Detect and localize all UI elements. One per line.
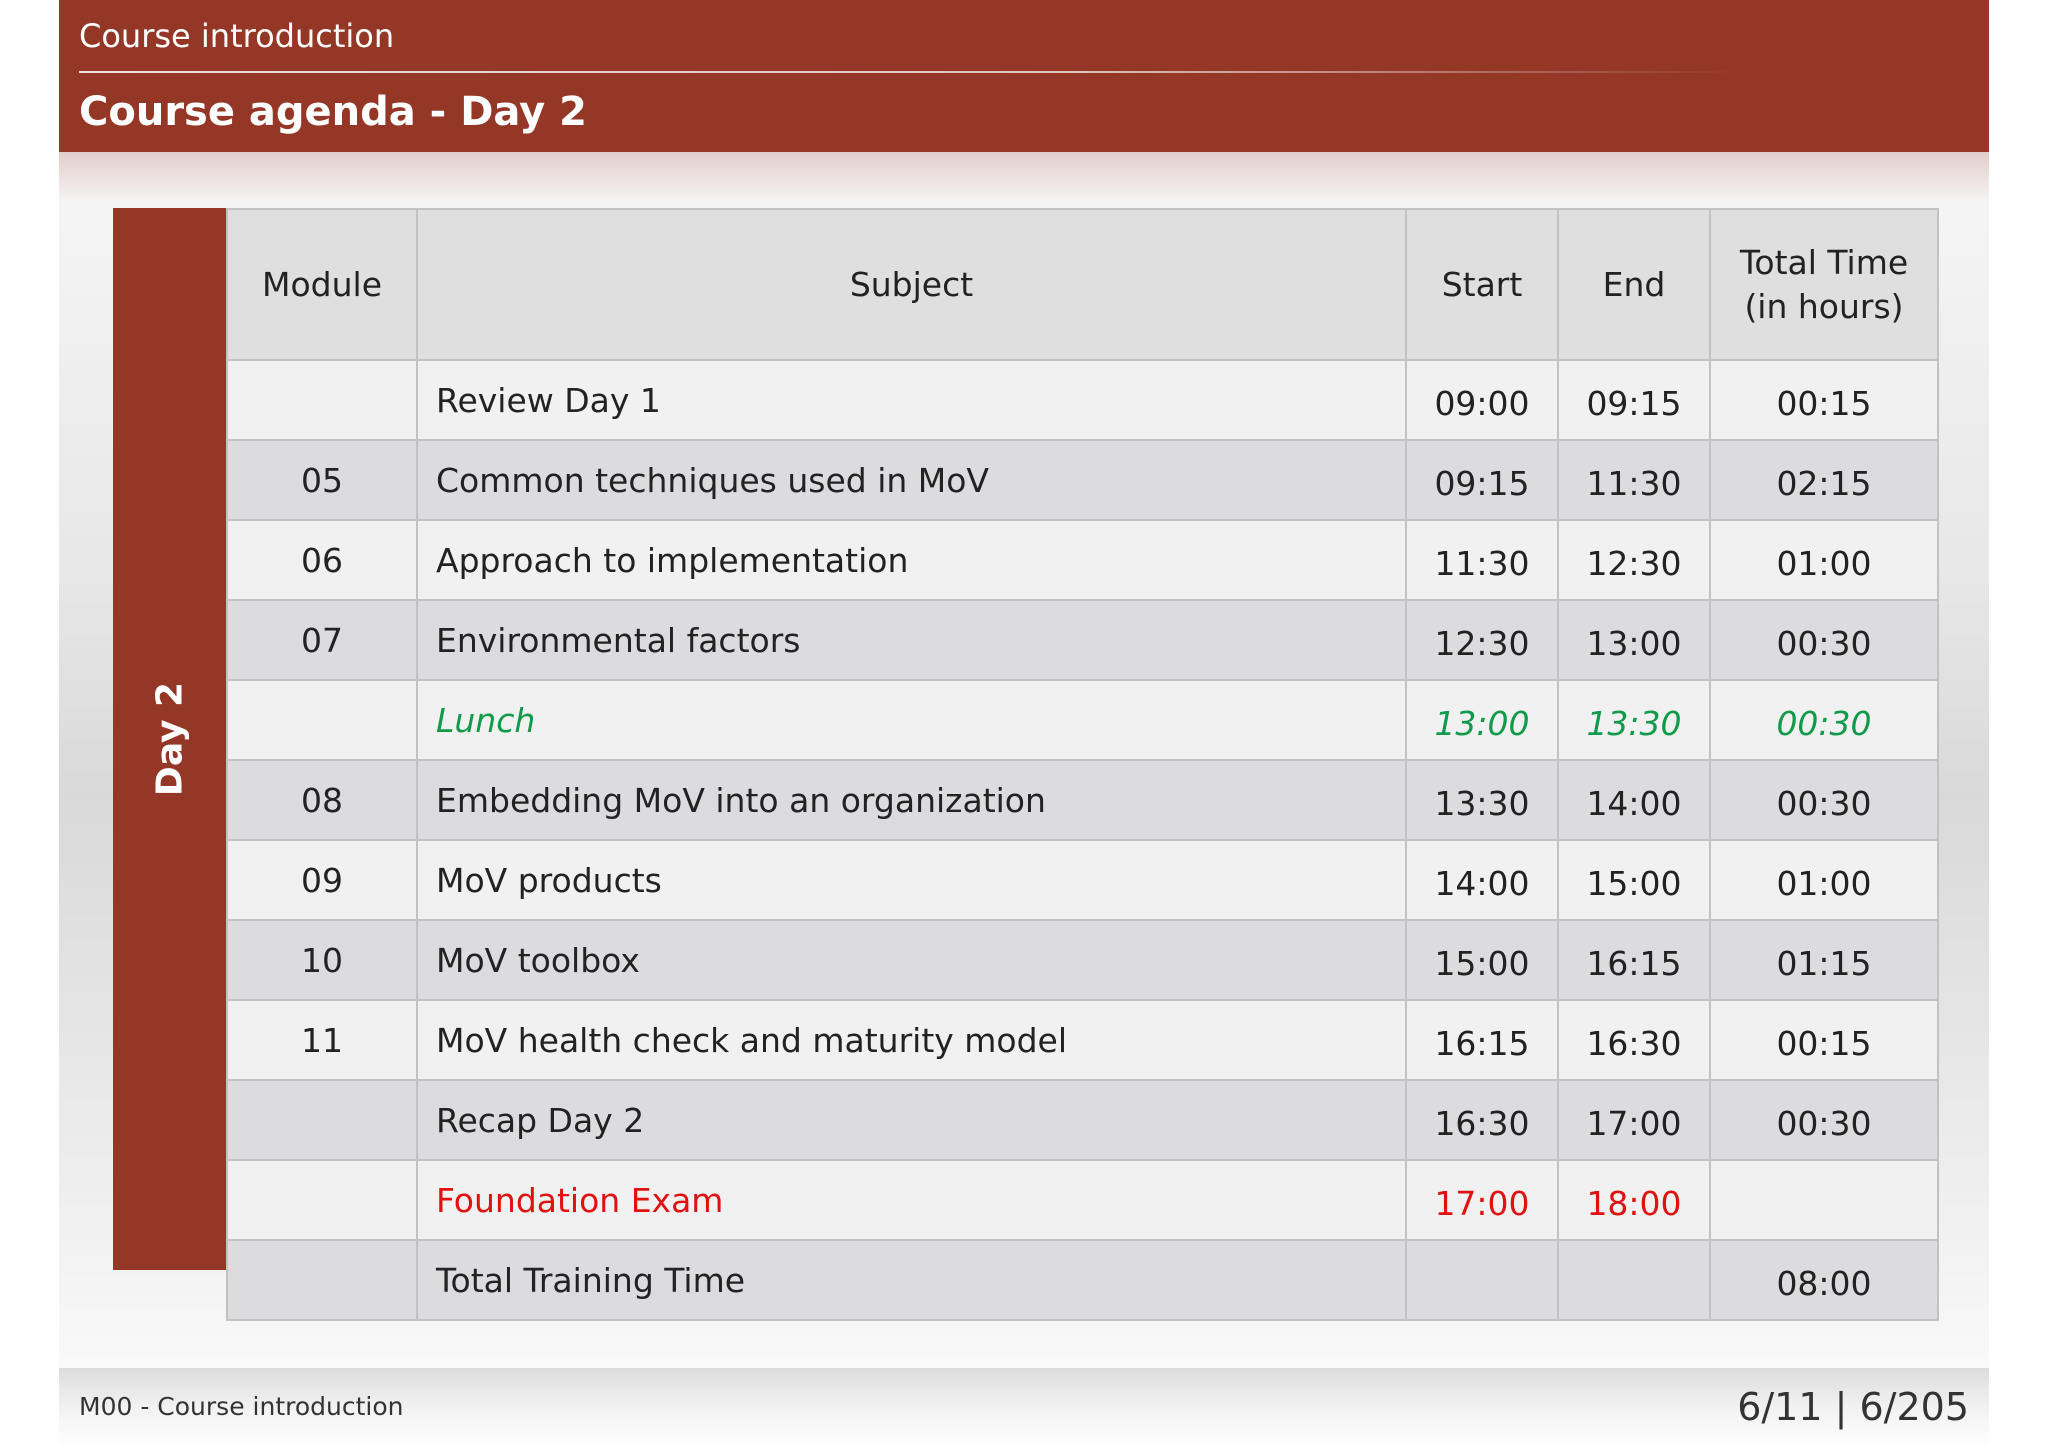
start-cell: 16:30 [1405, 1079, 1559, 1161]
start-cell: 09:00 [1405, 359, 1559, 441]
total-cell: 00:30 [1709, 1079, 1939, 1161]
subject-cell: Total Training Time [416, 1239, 1407, 1321]
header-total-time: Total Time (in hours) [1709, 208, 1939, 361]
end-cell [1557, 1239, 1711, 1321]
subject-cell: Recap Day 2 [416, 1079, 1407, 1161]
module-cell [226, 1079, 418, 1161]
header-module: Module [226, 208, 418, 361]
footer-band [59, 1368, 1989, 1448]
section-title: Course introduction [79, 17, 395, 55]
total-cell: 01:15 [1709, 919, 1939, 1001]
end-cell: 14:00 [1557, 759, 1711, 841]
subject-cell: MoV products [416, 839, 1407, 921]
table-row-exam: Foundation Exam 17:00 18:00 [226, 1159, 1939, 1241]
header-total-time-line2: (in hours) [1744, 286, 1904, 326]
header-divider [79, 71, 1739, 73]
module-cell: 06 [226, 519, 418, 601]
end-cell: 13:30 [1557, 679, 1711, 761]
header-shadow [59, 152, 1989, 202]
day-label: Day 2 [149, 681, 191, 797]
table-row: 10 MoV toolbox 15:00 16:15 01:15 [226, 919, 1939, 1001]
module-cell [226, 1159, 418, 1241]
end-cell: 11:30 [1557, 439, 1711, 521]
total-cell: 00:30 [1709, 679, 1939, 761]
table-row: 05 Common techniques used in MoV 09:15 1… [226, 439, 1939, 521]
page-number: 6/11 | 6/205 [1737, 1385, 1969, 1429]
start-cell: 17:00 [1405, 1159, 1559, 1241]
table-row-total: Total Training Time 08:00 [226, 1239, 1939, 1321]
table-row: 07 Environmental factors 12:30 13:00 00:… [226, 599, 1939, 681]
module-cell: 07 [226, 599, 418, 681]
module-cell [226, 679, 418, 761]
module-cell: 09 [226, 839, 418, 921]
total-cell: 02:15 [1709, 439, 1939, 521]
total-cell [1709, 1159, 1939, 1241]
end-cell: 16:30 [1557, 999, 1711, 1081]
header-end: End [1557, 208, 1711, 361]
start-cell: 13:00 [1405, 679, 1559, 761]
end-cell: 15:00 [1557, 839, 1711, 921]
header-subject: Subject [416, 208, 1407, 361]
module-cell: 08 [226, 759, 418, 841]
subject-cell: Review Day 1 [416, 359, 1407, 441]
subject-cell: Common techniques used in MoV [416, 439, 1407, 521]
start-cell: 15:00 [1405, 919, 1559, 1001]
table-row: 11 MoV health check and maturity model 1… [226, 999, 1939, 1081]
module-cell: 11 [226, 999, 418, 1081]
agenda-table: Module Subject Start End Total Time (in … [226, 208, 1939, 1321]
start-cell: 14:00 [1405, 839, 1559, 921]
start-cell [1405, 1239, 1559, 1321]
subject-cell: Embedding MoV into an organization [416, 759, 1407, 841]
end-cell: 12:30 [1557, 519, 1711, 601]
subject-cell: MoV toolbox [416, 919, 1407, 1001]
total-cell: 00:15 [1709, 359, 1939, 441]
subject-cell: Lunch [416, 679, 1407, 761]
page-title: Course agenda - Day 2 [79, 89, 588, 135]
subject-cell: Environmental factors [416, 599, 1407, 681]
start-cell: 16:15 [1405, 999, 1559, 1081]
end-cell: 16:15 [1557, 919, 1711, 1001]
table-row: 08 Embedding MoV into an organization 13… [226, 759, 1939, 841]
table-row: 06 Approach to implementation 11:30 12:3… [226, 519, 1939, 601]
subject-cell: MoV health check and maturity model [416, 999, 1407, 1081]
table-row: Recap Day 2 16:30 17:00 00:30 [226, 1079, 1939, 1161]
total-cell: 00:30 [1709, 759, 1939, 841]
table-row: 09 MoV products 14:00 15:00 01:00 [226, 839, 1939, 921]
total-cell: 00:30 [1709, 599, 1939, 681]
end-cell: 09:15 [1557, 359, 1711, 441]
header-total-time-line1: Total Time [1739, 242, 1909, 282]
total-cell: 00:15 [1709, 999, 1939, 1081]
header-bar: Course introduction Course agenda - Day … [59, 0, 1989, 152]
total-cell: 01:00 [1709, 839, 1939, 921]
total-cell: 01:00 [1709, 519, 1939, 601]
subject-cell: Foundation Exam [416, 1159, 1407, 1241]
start-cell: 09:15 [1405, 439, 1559, 521]
module-cell: 05 [226, 439, 418, 521]
subject-cell: Approach to implementation [416, 519, 1407, 601]
module-cell [226, 1239, 418, 1321]
end-cell: 13:00 [1557, 599, 1711, 681]
table-header-row: Module Subject Start End Total Time (in … [226, 208, 1939, 361]
header-start: Start [1405, 208, 1559, 361]
module-cell: 10 [226, 919, 418, 1001]
module-cell [226, 359, 418, 441]
start-cell: 13:30 [1405, 759, 1559, 841]
table-row: Review Day 1 09:00 09:15 00:15 [226, 359, 1939, 441]
start-cell: 11:30 [1405, 519, 1559, 601]
end-cell: 18:00 [1557, 1159, 1711, 1241]
end-cell: 17:00 [1557, 1079, 1711, 1161]
total-cell: 08:00 [1709, 1239, 1939, 1321]
start-cell: 12:30 [1405, 599, 1559, 681]
table-row-lunch: Lunch 13:00 13:30 00:30 [226, 679, 1939, 761]
day-band [113, 208, 226, 1270]
footer-module-label: M00 - Course introduction [79, 1392, 404, 1421]
